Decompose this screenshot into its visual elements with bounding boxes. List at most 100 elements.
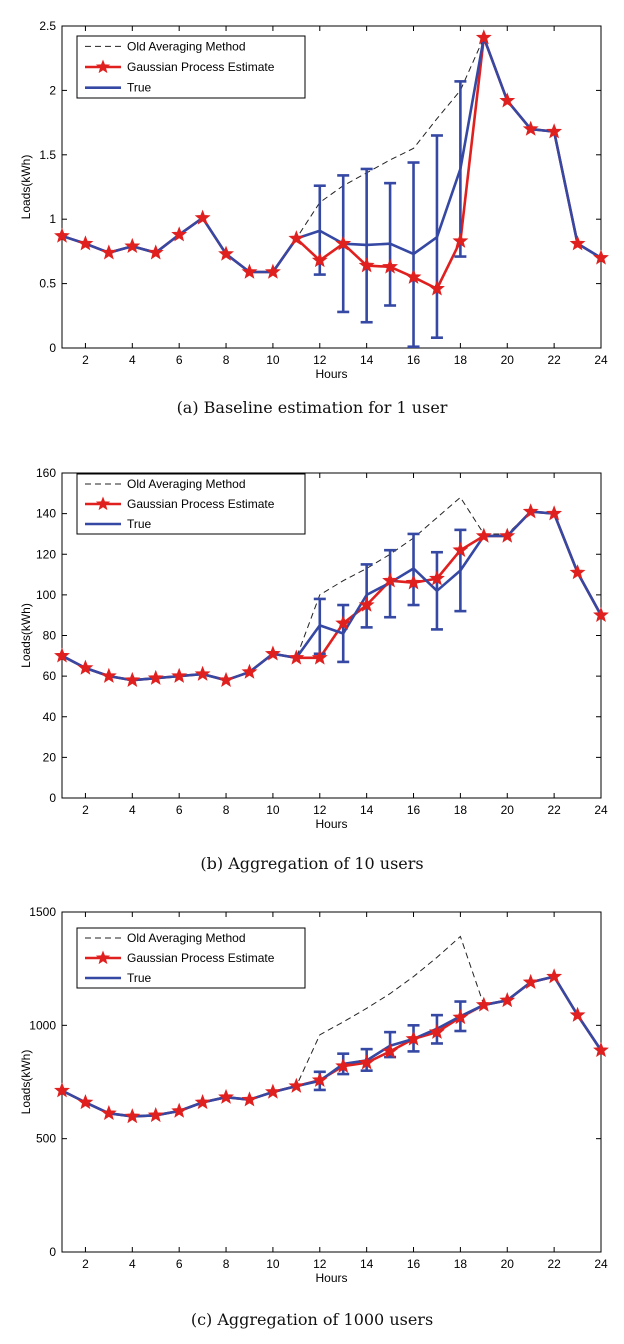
data-point-star — [546, 123, 563, 139]
data-point-star — [100, 1104, 117, 1121]
chart-panel-b: 2 4 6 8 10 12 14 16 18 20 22 24 0 20 40 60 80 100 120 140 16… — [0, 446, 624, 886]
x-tick-label: 24 — [594, 353, 608, 367]
error-bar — [430, 134, 443, 339]
data-point-star — [194, 1094, 211, 1110]
x-tick-label: 16 — [407, 353, 421, 367]
y-tick-label: 500 — [36, 1132, 56, 1146]
data-point-star — [335, 614, 352, 631]
x-tick-label: 16 — [407, 1257, 421, 1271]
legend-label-gaussian-process: Gaussian Process Estimate — [127, 497, 275, 511]
y-tick-label: 0 — [49, 341, 56, 355]
legend-label-old-averaging: Old Averaging Method — [127, 931, 246, 945]
legend-star-marker — [95, 496, 111, 511]
y-tick-label: 60 — [43, 669, 57, 683]
y-tick-label: 160 — [36, 466, 56, 480]
chart-panel-a: 2 4 6 8 10 12 14 16 18 20 22 24 0 0.5 1 1.5 2 2.5 Hours Loa… — [0, 0, 624, 430]
x-tick-label: 4 — [129, 353, 136, 367]
data-point-star — [522, 973, 539, 990]
x-tick-label: 6 — [176, 353, 183, 367]
error-bar — [360, 563, 373, 629]
y-tick-label: 2 — [49, 83, 56, 97]
x-tick-label: 24 — [594, 803, 608, 817]
x-tick-label: 18 — [454, 803, 468, 817]
data-point-star — [77, 659, 94, 675]
x-tick-label: 16 — [407, 803, 421, 817]
y-tick-label: 2.5 — [39, 19, 56, 33]
x-tick-label: 8 — [223, 353, 230, 367]
data-point-star — [335, 235, 352, 251]
data-point-star — [54, 1082, 70, 1098]
error-bar — [407, 161, 420, 349]
x-tick-label: 20 — [501, 803, 515, 817]
data-point-star — [241, 1091, 258, 1107]
data-point-star — [311, 649, 328, 665]
data-point-star — [475, 29, 492, 45]
caption-c: (c) Aggregation of 1000 users — [190, 1310, 434, 1329]
x-tick-label: 8 — [223, 1257, 230, 1271]
legend: Old Averaging Method Gaussian Process Est… — [76, 35, 306, 99]
data-point-star — [147, 1106, 164, 1123]
error-bar — [360, 167, 373, 324]
data-point-star — [593, 606, 609, 622]
y-tick-label: 1000 — [29, 1018, 56, 1032]
data-point-star — [382, 258, 399, 274]
x-tick-label: 10 — [266, 1257, 280, 1271]
x-tick-label: 4 — [129, 1257, 136, 1271]
data-point-star — [288, 1077, 305, 1093]
data-point-star — [171, 667, 188, 683]
legend-star-marker — [95, 59, 111, 74]
data-point-star — [100, 667, 117, 683]
x-tick-label: 14 — [360, 1257, 374, 1271]
x-tick-label: 10 — [266, 353, 280, 367]
data-point-star — [288, 649, 305, 665]
y-axis-label: Loads(kWh) — [19, 1050, 33, 1115]
data-point-star — [452, 232, 469, 248]
data-point-star — [54, 227, 70, 243]
data-point-star — [77, 1094, 94, 1110]
y-tick-label: 1 — [49, 212, 56, 226]
data-point-star — [475, 527, 492, 543]
data-point-star — [452, 541, 469, 557]
x-tick-label: 14 — [360, 353, 374, 367]
y-tick-label: 1.5 — [39, 148, 56, 162]
x-tick-label: 22 — [547, 803, 561, 817]
data-point-star — [147, 244, 164, 260]
error-bar — [407, 532, 420, 607]
x-tick-label: 24 — [594, 1257, 608, 1271]
legend-label-old-averaging: Old Averaging Method — [127, 39, 246, 53]
x-tick-label: 22 — [547, 1257, 561, 1271]
data-point-star — [593, 1041, 609, 1058]
data-point-star — [218, 245, 234, 261]
line-chart-10-users: 2 4 6 8 10 12 14 16 18 20 22 2402040608010012014016… — [19, 466, 609, 831]
y-tick-label: 80 — [43, 629, 57, 643]
data-point-star — [171, 1102, 188, 1118]
y-tick-label: 0 — [49, 791, 56, 805]
data-point-star — [546, 505, 563, 521]
data-point-star — [124, 671, 141, 687]
data-point-star — [218, 671, 234, 687]
y-tick-label: 20 — [43, 750, 57, 764]
data-point-star — [100, 244, 117, 260]
line-chart-baseline: 2 4 6 8 10 12 14 16 18 20 22 2400.511.522.5HoursLoa… — [19, 19, 609, 381]
legend: Old Averaging Method Gaussian Process Est… — [76, 927, 306, 989]
x-axis-label: Hours — [315, 817, 347, 831]
data-point-star — [522, 503, 539, 519]
data-point-star — [569, 1006, 586, 1022]
x-tick-label: 20 — [501, 353, 515, 367]
x-tick-label: 6 — [176, 803, 183, 817]
error-bar — [384, 181, 397, 307]
data-point-star — [475, 996, 492, 1012]
data-point-star — [264, 645, 281, 661]
data-point-star — [241, 263, 258, 279]
data-point-star — [124, 237, 141, 253]
data-point-star — [218, 1088, 234, 1104]
data-point-star — [264, 1083, 281, 1099]
y-axis-label: Loads(kWh) — [19, 155, 33, 220]
data-point-star — [499, 92, 516, 108]
y-tick-label: 120 — [36, 547, 56, 561]
caption-b: (b) Aggregation of 10 users — [200, 854, 424, 873]
data-point-star — [124, 1108, 141, 1124]
error-bar — [454, 80, 467, 258]
data-point-star — [452, 1009, 469, 1025]
data-point-star — [569, 564, 586, 580]
